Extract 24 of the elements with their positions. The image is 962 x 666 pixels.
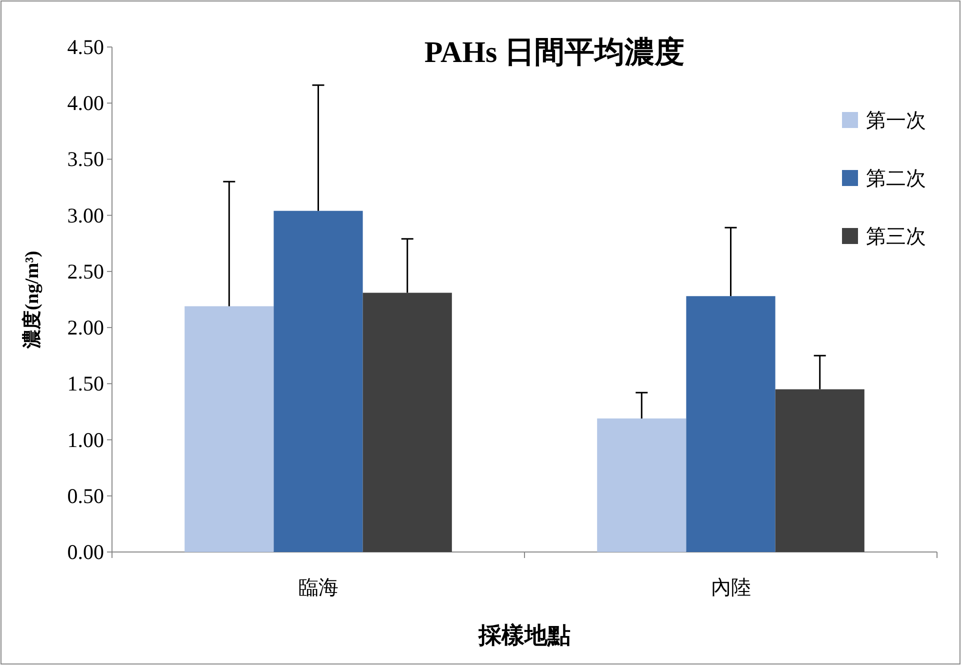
y-tick-label: 1.00 — [67, 428, 104, 452]
bar — [184, 306, 274, 552]
y-tick-label: 0.00 — [67, 540, 104, 564]
bar — [686, 296, 776, 552]
bar — [775, 389, 864, 552]
legend-label: 第三次 — [866, 226, 926, 248]
y-tick-label: 2.00 — [67, 316, 104, 340]
legend-label: 第二次 — [866, 168, 926, 190]
y-axis-title: 濃度(ng/m³) — [21, 250, 43, 350]
y-tick-label: 4.00 — [67, 91, 104, 116]
y-tick-label: 0.50 — [67, 484, 104, 508]
y-tick-label: 3.50 — [67, 147, 104, 172]
y-tick-label: 1.50 — [67, 372, 104, 396]
y-tick-label: 3.00 — [67, 203, 104, 228]
chart-title: PAHs 日間平均濃度 — [424, 35, 685, 69]
x-tick-label: 臨海 — [298, 577, 338, 599]
x-tick-label: 內陸 — [710, 577, 751, 599]
legend-label: 第一次 — [866, 110, 926, 132]
bar — [597, 418, 686, 552]
bar — [362, 292, 452, 552]
y-tick-label: 4.50 — [67, 35, 104, 59]
x-axis-title: 採樣地點 — [478, 622, 570, 648]
bar — [274, 210, 363, 552]
y-tick-label: 2.50 — [67, 259, 104, 284]
